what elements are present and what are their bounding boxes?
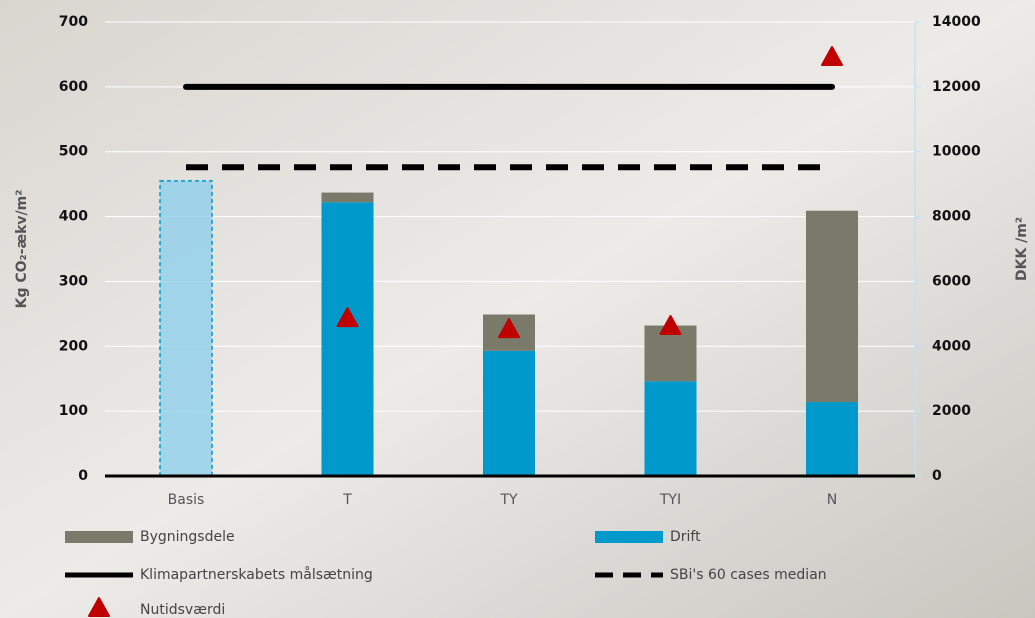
y-axis-title: Kg CO₂-ækv/m² — [14, 190, 30, 309]
bar — [321, 192, 374, 203]
y-tick-label: 100 — [59, 403, 88, 419]
y-tick-label: 200 — [59, 338, 88, 354]
x-tick-label: Basis — [168, 492, 205, 508]
y2-tick-label: 0 — [932, 468, 942, 484]
legend-swatch — [88, 597, 110, 617]
marker — [821, 46, 843, 67]
y2-tick-label: 12000 — [932, 79, 981, 95]
y-tick-label: 300 — [59, 273, 88, 289]
x-tick-label: TY — [499, 492, 518, 508]
bar — [806, 210, 858, 403]
marker — [498, 318, 520, 339]
legend-swatch — [65, 531, 133, 543]
y2-axis-title: DKK /m² — [1014, 217, 1030, 281]
bar — [159, 180, 213, 477]
bar — [644, 381, 697, 476]
legend-label: Bygningsdele — [140, 529, 235, 545]
legend-label: SBi's 60 cases median — [670, 567, 827, 583]
x-tick-label: TYI — [659, 492, 681, 508]
y-tick-label: 0 — [78, 468, 88, 484]
legend-label: Nutidsværdi — [140, 602, 225, 618]
marker — [659, 315, 682, 336]
y2-tick-label: 4000 — [932, 338, 971, 354]
bar — [321, 202, 374, 476]
legend-label: Drift — [670, 529, 701, 545]
x-tick-label: N — [827, 492, 837, 508]
y2-tick-label: 2000 — [932, 403, 971, 419]
y-tick-label: 700 — [59, 14, 88, 30]
y-tick-label: 600 — [59, 79, 88, 95]
bar — [483, 350, 535, 476]
marker — [336, 307, 359, 328]
y-tick-label: 400 — [59, 209, 88, 225]
bar — [806, 402, 858, 476]
y2-tick-label: 10000 — [932, 144, 981, 160]
legend-label: Klimapartnerskabets målsætning — [140, 566, 373, 583]
y2-tick-label: 8000 — [932, 209, 971, 225]
x-tick-label: T — [342, 492, 352, 508]
y-tick-label: 500 — [59, 144, 88, 160]
y2-tick-label: 14000 — [932, 14, 981, 30]
legend-swatch — [595, 531, 663, 543]
y2-tick-label: 6000 — [932, 273, 971, 289]
